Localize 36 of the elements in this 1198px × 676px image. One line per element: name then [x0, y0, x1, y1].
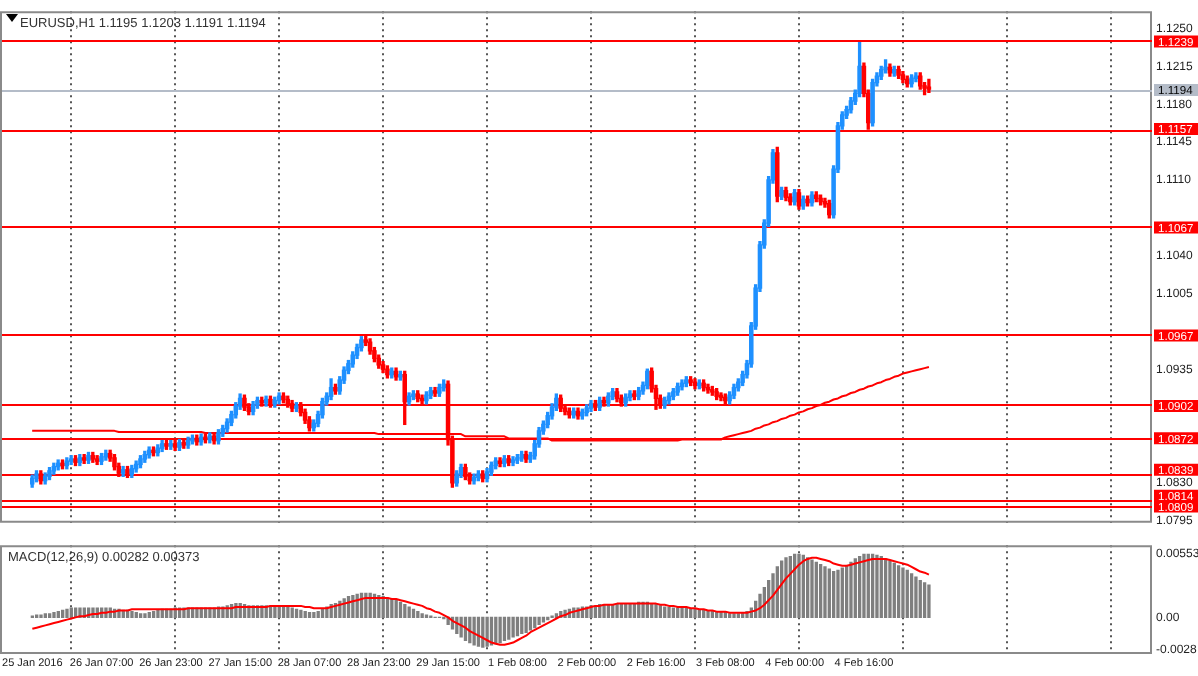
candlestick — [190, 434, 195, 445]
candlestick — [818, 194, 823, 206]
candlestick — [255, 396, 260, 409]
candlestick — [909, 74, 914, 88]
candlestick — [424, 391, 429, 405]
candlestick — [34, 470, 39, 483]
candlestick — [151, 446, 156, 457]
candlestick — [372, 346, 377, 363]
candlestick — [792, 189, 797, 206]
candlestick — [883, 59, 888, 74]
candlestick — [805, 195, 810, 207]
candlestick — [229, 410, 234, 427]
candlestick — [307, 416, 312, 432]
candlestick — [294, 402, 299, 413]
candlestick — [138, 455, 143, 469]
candlestick — [727, 391, 732, 405]
candlestick — [411, 390, 416, 401]
candlestick — [701, 379, 706, 392]
candlestick — [714, 388, 719, 401]
candlestick — [333, 383, 338, 395]
candlestick — [779, 186, 784, 201]
candlestick — [177, 438, 182, 451]
candlestick — [216, 429, 221, 445]
candlestick — [857, 41, 862, 98]
candlestick — [112, 454, 117, 471]
candlestick — [47, 466, 52, 481]
candlestick — [320, 397, 325, 419]
candlestick — [870, 78, 875, 127]
candlestick — [437, 383, 442, 397]
candlestick — [896, 65, 901, 79]
candlestick — [476, 470, 481, 482]
candlestick — [73, 455, 78, 467]
candlestick — [60, 459, 65, 470]
candlestick — [99, 452, 104, 466]
candlestick — [359, 336, 364, 352]
candlestick — [86, 451, 91, 464]
